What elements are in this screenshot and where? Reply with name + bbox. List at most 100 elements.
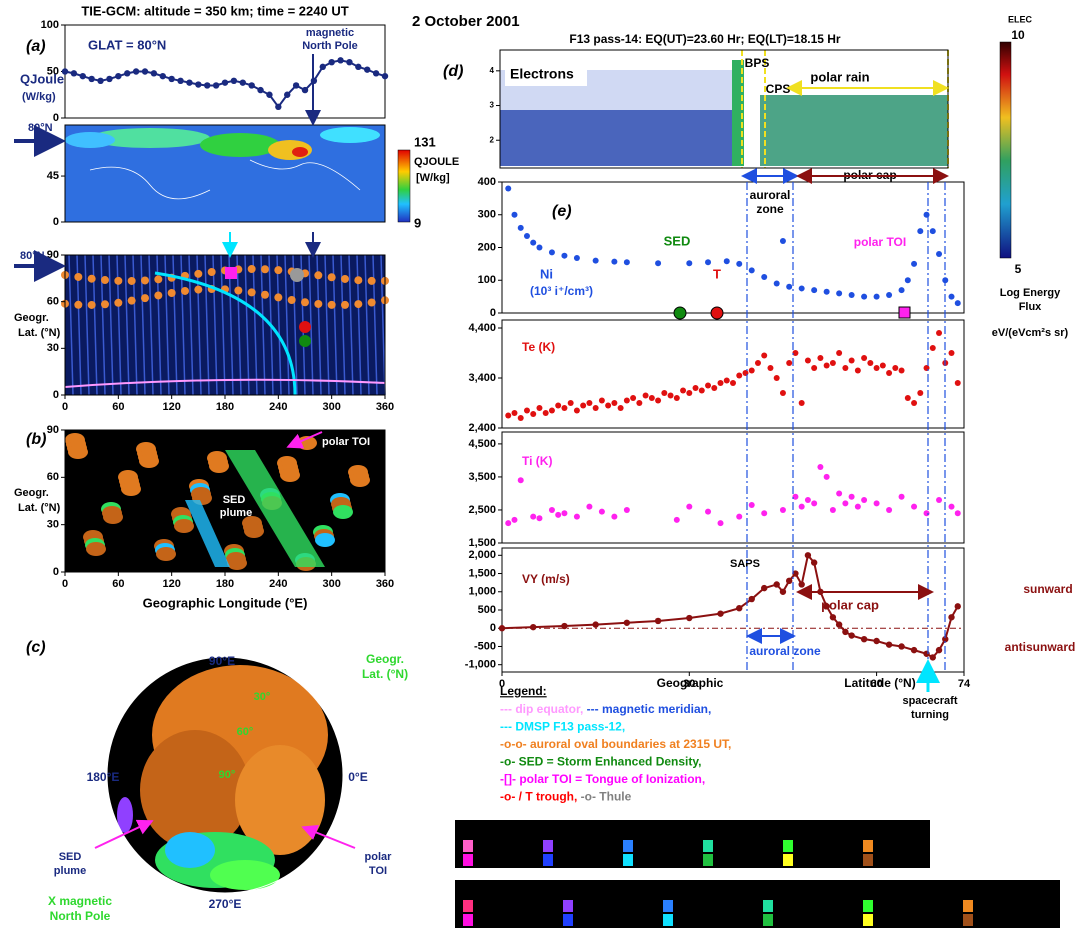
point	[811, 500, 817, 506]
point	[186, 79, 192, 85]
axis-label: 180°E	[87, 770, 120, 784]
axis-label: Geogr.	[366, 652, 404, 666]
annotation: polar TOI	[854, 235, 906, 249]
point	[568, 400, 574, 406]
point	[767, 365, 773, 371]
y-tick-label: -500	[474, 640, 496, 652]
oval-point	[141, 294, 149, 302]
annotation: polar cap	[821, 597, 879, 612]
annotation: plume	[220, 507, 252, 519]
oval-point	[288, 296, 296, 304]
y-tick-label: 2	[490, 135, 495, 144]
point	[849, 358, 855, 364]
oval-point	[301, 298, 309, 306]
point	[899, 287, 905, 293]
point	[899, 368, 905, 374]
point	[71, 70, 77, 76]
key-label: 70 to 82	[637, 852, 682, 866]
key-label: 318 to 381	[777, 898, 835, 912]
point	[284, 92, 290, 98]
annotation: X magnetic	[48, 894, 112, 908]
legend-item: --- DMSP F13 pass-12,	[500, 720, 625, 734]
point	[786, 578, 792, 584]
annotation: CPS	[766, 82, 791, 96]
point	[873, 638, 879, 644]
point	[848, 632, 854, 638]
point	[505, 413, 511, 419]
annotation: spacecraft	[902, 695, 957, 707]
point	[624, 507, 630, 513]
panel-label: (b)	[26, 431, 46, 448]
point	[936, 251, 942, 257]
point	[611, 514, 617, 520]
legend-line: --- DMSP F13 pass-12,	[500, 720, 625, 734]
x-tick-label: 120	[162, 578, 180, 590]
annotation: plume	[54, 865, 86, 877]
point	[337, 57, 343, 63]
key-label: 445 to 509	[677, 898, 735, 912]
oval-point	[194, 286, 202, 294]
tec-blob	[103, 510, 123, 524]
point	[917, 228, 923, 234]
point	[266, 92, 272, 98]
oval-point	[74, 301, 82, 309]
point	[151, 70, 157, 76]
key-swatch	[563, 914, 573, 926]
colorbar	[1000, 42, 1011, 258]
point	[924, 212, 930, 218]
y-tick-label: 300	[478, 209, 496, 221]
point	[530, 624, 536, 630]
point	[549, 507, 555, 513]
point	[936, 497, 942, 503]
colorbar-label: eV/(eVcm²s sr)	[992, 327, 1069, 339]
point	[693, 385, 699, 391]
colorbar-label: ELEC	[1008, 14, 1033, 24]
key-label: 127 to 190	[877, 912, 935, 926]
point	[774, 281, 780, 287]
ring-label: 60°	[237, 726, 254, 738]
point	[593, 405, 599, 411]
y-tick-label: 3,500	[468, 471, 496, 483]
point	[718, 520, 724, 526]
x-tick-label: 60	[112, 401, 124, 413]
point	[115, 73, 121, 79]
oval-point	[128, 277, 136, 285]
point	[505, 520, 511, 526]
point	[799, 285, 805, 291]
point	[649, 395, 655, 401]
trough-marker	[711, 307, 723, 319]
x-tick-label: 180	[216, 578, 234, 590]
axis-label: Geogr.	[14, 487, 49, 499]
oval-point	[154, 291, 162, 299]
point	[536, 405, 542, 411]
map-shading	[65, 132, 115, 148]
oval-point	[88, 301, 96, 309]
point	[561, 623, 567, 629]
point	[955, 300, 961, 306]
y-tick-label: 30	[47, 342, 59, 354]
point	[836, 290, 842, 296]
point	[636, 400, 642, 406]
x-tick-label: 240	[269, 401, 287, 413]
tec-blob	[174, 519, 194, 533]
point	[511, 212, 517, 218]
point	[805, 552, 811, 558]
point	[955, 510, 961, 516]
point	[80, 73, 86, 79]
ring-label: 90°	[219, 769, 236, 781]
point	[786, 360, 792, 366]
point	[955, 603, 961, 609]
point	[874, 500, 880, 506]
oval-point	[341, 275, 349, 283]
oval-point	[368, 299, 376, 307]
colorbar-label: Flux	[1019, 301, 1042, 313]
point	[874, 365, 880, 371]
key-swatch	[963, 900, 973, 912]
y-tick-label: 4,400	[468, 322, 496, 334]
point	[911, 647, 917, 653]
key-label: 381 to 445	[677, 912, 735, 926]
point	[830, 614, 836, 620]
point	[824, 289, 830, 295]
point	[524, 408, 530, 414]
y-tick-label: 400	[478, 176, 496, 188]
